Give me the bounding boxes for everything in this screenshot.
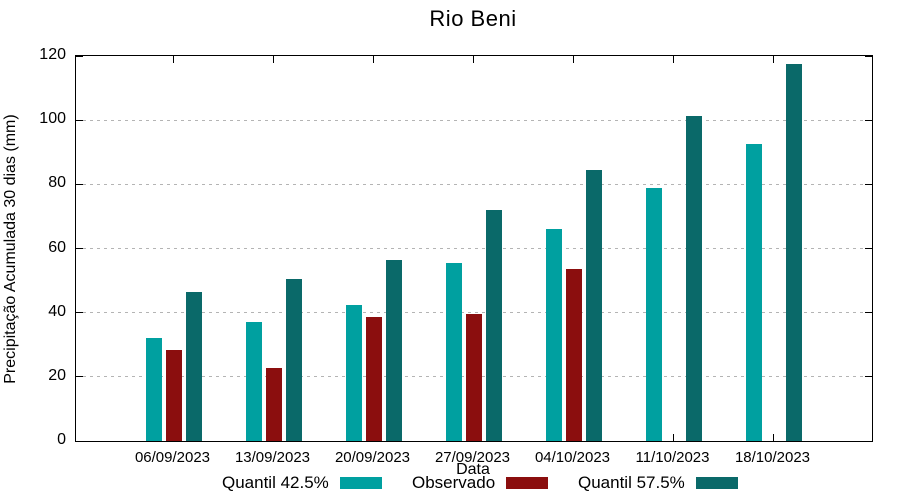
chart-title: Rio Beni bbox=[429, 6, 517, 31]
x-axis-label: Data bbox=[456, 461, 490, 478]
x-tick-mark bbox=[373, 56, 374, 63]
y-tick-mark bbox=[865, 55, 872, 57]
y-tick-mark bbox=[76, 376, 83, 378]
y-tick-mark bbox=[865, 440, 872, 442]
bar-quantil-42-5 bbox=[745, 144, 762, 441]
bar-observado bbox=[165, 349, 182, 441]
x-tick-label: 20/09/2023 bbox=[334, 449, 411, 466]
x-tick-label: 11/10/2023 bbox=[635, 449, 710, 466]
bar-quantil-57-5 bbox=[585, 169, 602, 441]
y-tick-label: 100 bbox=[39, 110, 66, 128]
bar-quantil-57-5 bbox=[785, 64, 802, 441]
bar-quantil-57-5 bbox=[385, 260, 402, 441]
y-tick-label: 80 bbox=[48, 174, 66, 192]
bar-quantil-42-5 bbox=[445, 263, 462, 441]
bar-observado bbox=[465, 313, 482, 441]
y-tick-mark bbox=[76, 440, 83, 442]
y-tick-mark bbox=[76, 119, 83, 121]
gridline bbox=[76, 183, 872, 185]
bar-quantil-42-5 bbox=[645, 187, 662, 441]
bar-quantil-57-5 bbox=[185, 292, 202, 441]
y-tick-label: 40 bbox=[48, 302, 66, 320]
x-tick-mark bbox=[673, 56, 674, 63]
y-tick-label: 60 bbox=[48, 238, 66, 256]
y-tick-mark bbox=[76, 55, 83, 57]
y-tick-mark bbox=[76, 312, 83, 314]
y-tick-mark bbox=[865, 183, 872, 185]
bar-quantil-42-5 bbox=[245, 322, 262, 441]
y-tick-mark bbox=[865, 376, 872, 378]
gridline bbox=[76, 119, 872, 121]
x-tick-label: 18/10/2023 bbox=[734, 449, 811, 466]
y-tick-mark bbox=[865, 119, 872, 121]
y-tick-mark bbox=[76, 248, 83, 249]
x-tick-mark bbox=[673, 434, 674, 441]
bar-observado bbox=[565, 269, 582, 441]
bar-quantil-42-5 bbox=[145, 338, 162, 441]
x-tick-mark bbox=[573, 56, 574, 63]
bar-quantil-42-5 bbox=[545, 229, 562, 441]
bar-quantil-57-5 bbox=[485, 210, 502, 441]
bar-observado bbox=[365, 316, 382, 441]
bar-observado bbox=[265, 368, 282, 441]
y-tick-mark bbox=[865, 312, 872, 314]
y-tick-mark bbox=[865, 248, 872, 249]
plot-area bbox=[75, 55, 873, 442]
y-tick-label: 120 bbox=[39, 46, 66, 63]
x-tick-mark bbox=[273, 56, 274, 63]
y-tick-label: 0 bbox=[57, 431, 66, 448]
x-tick-mark bbox=[173, 56, 174, 63]
x-tick-label: 27/09/2023 bbox=[434, 449, 511, 466]
bar-quantil-57-5 bbox=[685, 116, 702, 441]
x-tick-label: 06/09/2023 bbox=[134, 449, 211, 466]
y-tick-mark bbox=[76, 183, 83, 185]
bar-quantil-57-5 bbox=[285, 278, 302, 441]
x-tick-mark bbox=[773, 56, 774, 63]
x-tick-mark bbox=[473, 56, 474, 63]
bar-quantil-42-5 bbox=[345, 304, 362, 441]
x-tick-label: 04/10/2023 bbox=[534, 449, 611, 466]
gridline bbox=[76, 312, 872, 314]
x-tick-label: 13/09/2023 bbox=[234, 449, 311, 466]
x-tick-mark bbox=[773, 434, 774, 441]
y-tick-label: 20 bbox=[48, 366, 66, 384]
gridline bbox=[76, 248, 872, 249]
